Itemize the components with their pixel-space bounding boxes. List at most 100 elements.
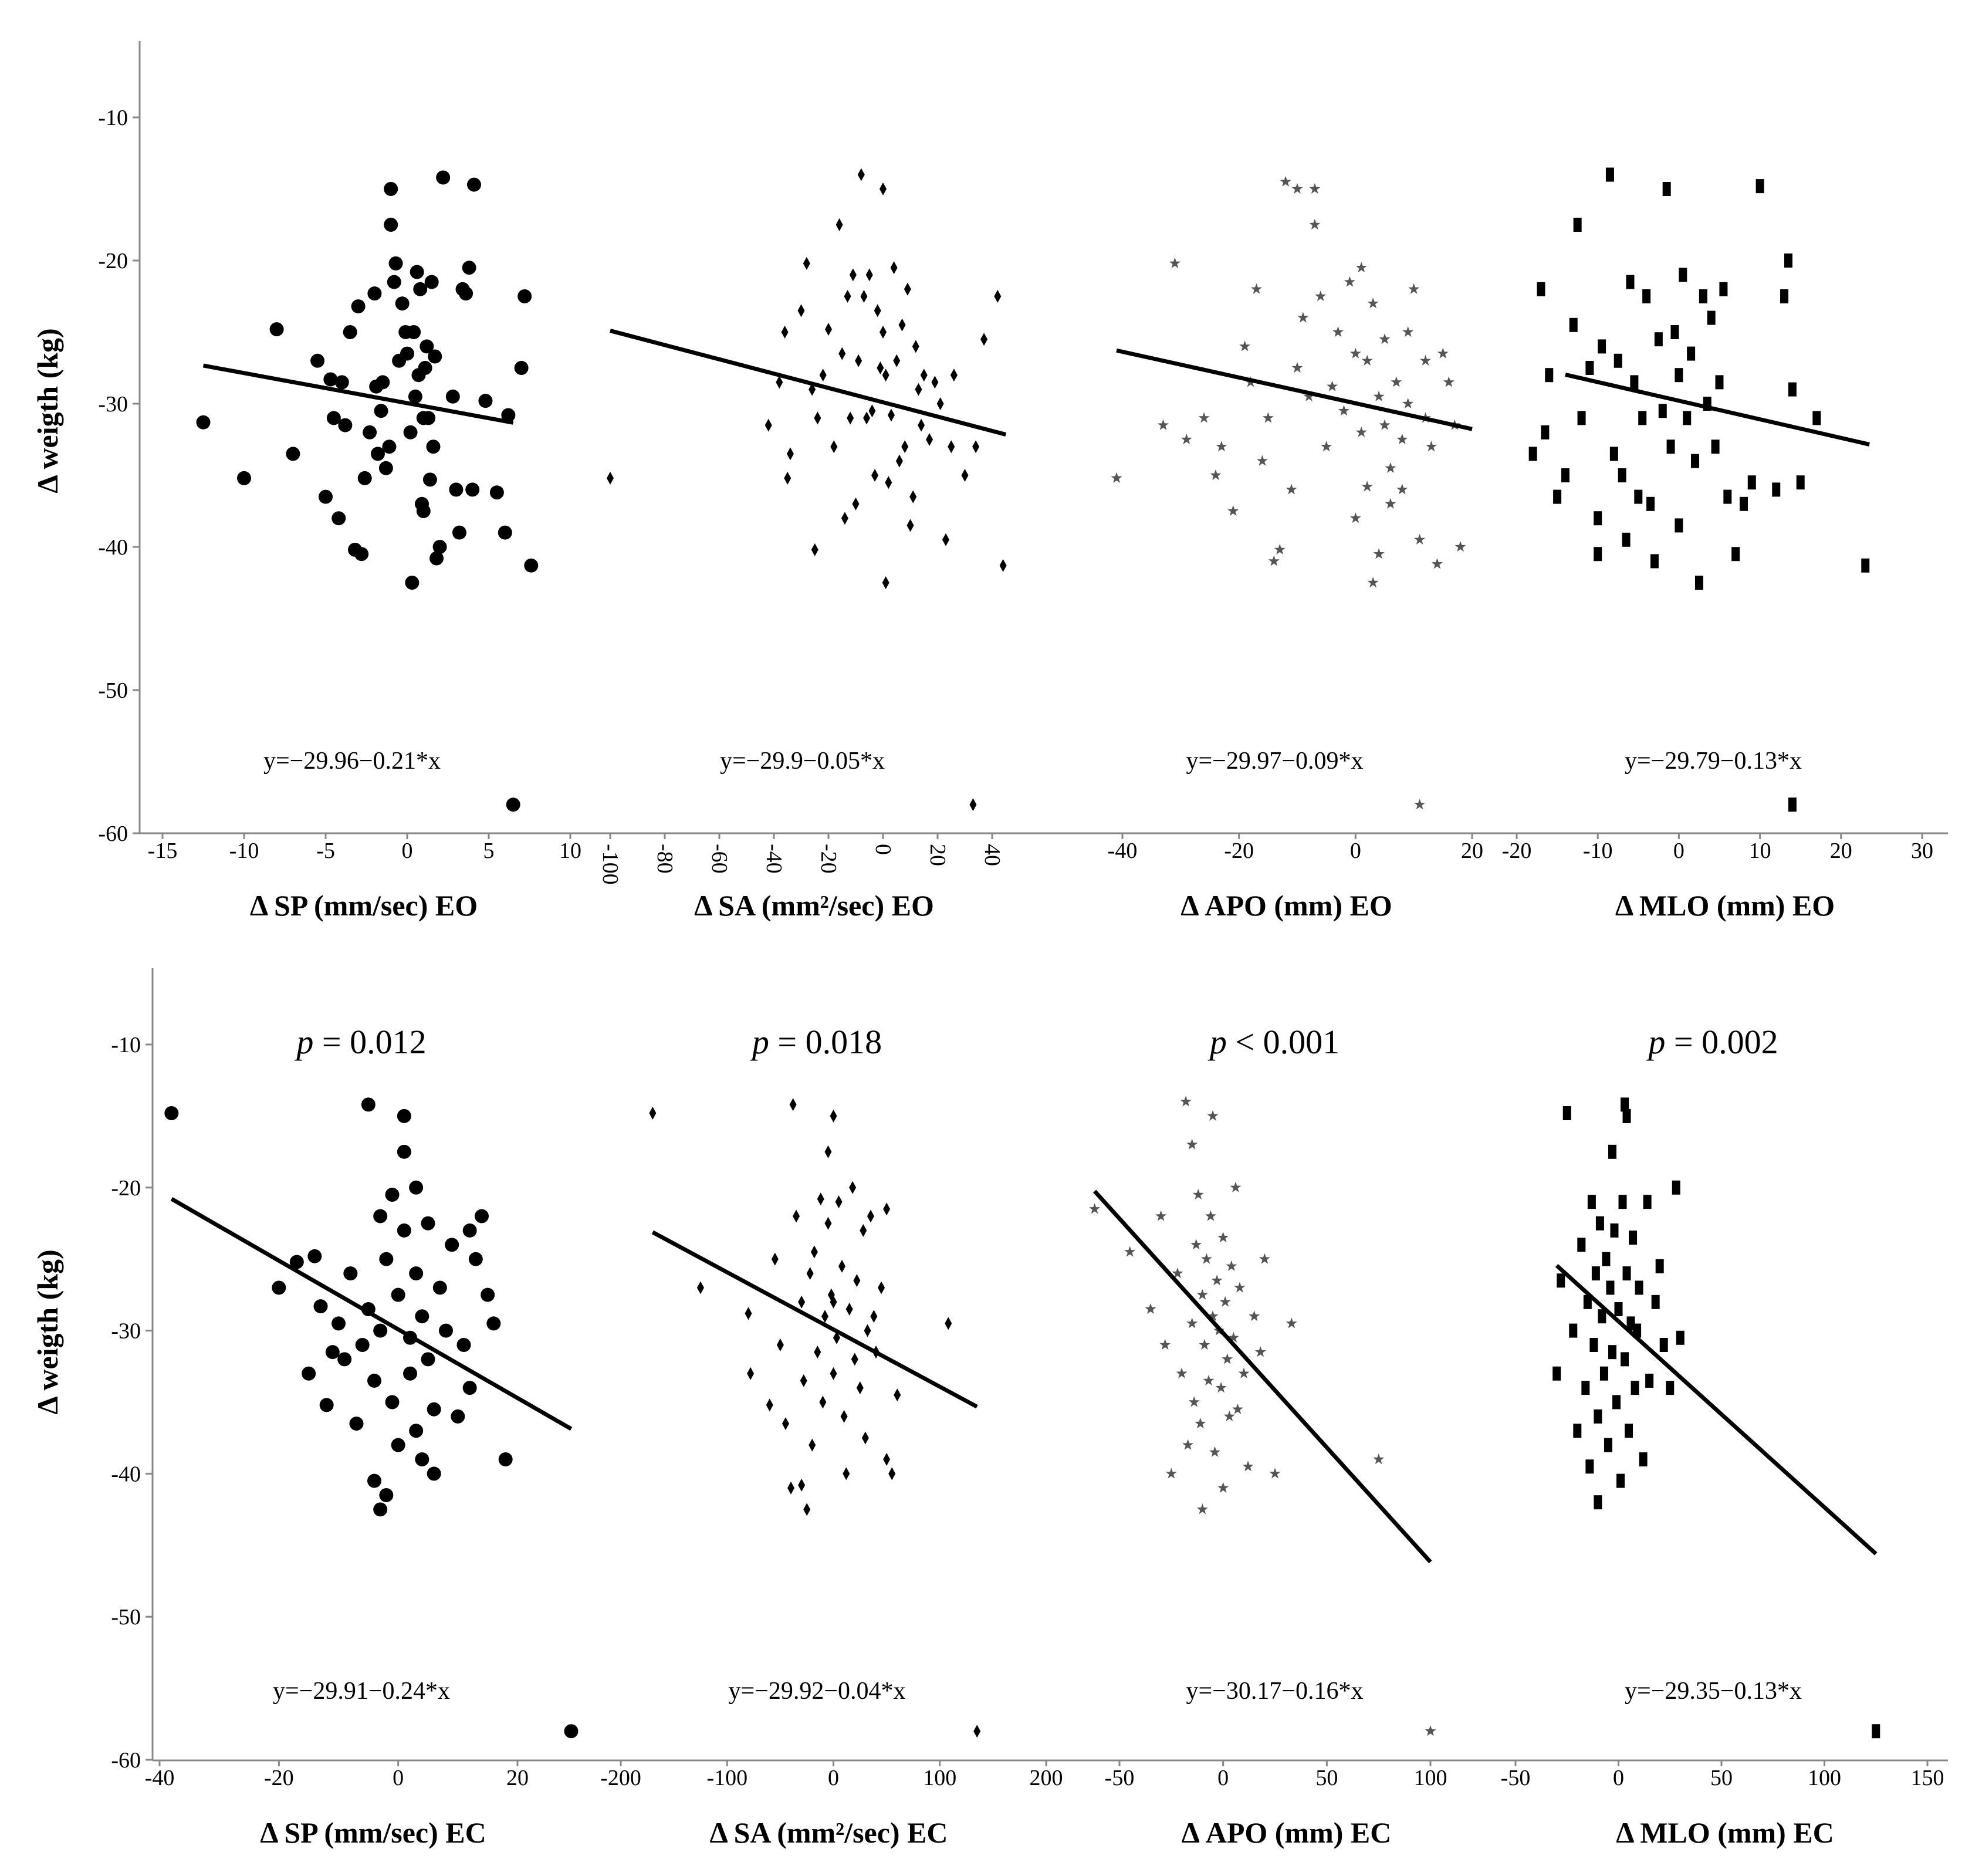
data-point: [1256, 455, 1268, 466]
data-point: [436, 170, 451, 185]
data-point: [1676, 1330, 1685, 1345]
data-point: [787, 1481, 794, 1495]
data-point: [798, 1478, 806, 1492]
data-point: [847, 411, 854, 425]
data-point: [1561, 468, 1570, 482]
data-point: [451, 1409, 465, 1424]
data-point: [1227, 505, 1239, 516]
data-point: [1666, 1381, 1675, 1395]
data-point: [421, 411, 436, 425]
data-point: [835, 1195, 843, 1209]
data-point: [1145, 1303, 1156, 1314]
data-point: [355, 1337, 370, 1352]
data-point: [830, 1109, 837, 1123]
data-point: [1349, 512, 1361, 523]
y-tick-label: -30: [111, 1319, 141, 1344]
data-point: [1349, 347, 1361, 359]
row-ec-y-ticks: -10 -20 -30 -40 -50 -60: [111, 1033, 153, 1773]
data-point: [845, 1303, 853, 1316]
data-point: [1210, 469, 1222, 481]
data-point: [1192, 1189, 1204, 1200]
data-point: [1190, 1239, 1202, 1250]
x-tick-label: 0: [402, 839, 413, 863]
data-point: [860, 1223, 867, 1237]
data-point: [936, 397, 944, 410]
data-point: [745, 1307, 752, 1320]
data-point: [1699, 289, 1707, 303]
data-point: [806, 1267, 814, 1280]
data-point: [894, 1388, 901, 1402]
data-point: [319, 489, 333, 504]
regression-equation: y=−29.91−0.24*x: [273, 1678, 450, 1705]
p-value: p < 0.001: [1207, 1023, 1340, 1061]
data-point: [882, 369, 889, 382]
data-point: [789, 1098, 797, 1111]
data-point: [1309, 183, 1321, 194]
data-point: [817, 1192, 824, 1206]
data-point: [800, 1374, 807, 1387]
data-point: [1583, 1294, 1592, 1309]
data-point: [1772, 482, 1781, 497]
data-point: [926, 433, 933, 446]
data-point: [1251, 283, 1262, 294]
data-point: [797, 304, 805, 317]
data-point: [1181, 434, 1192, 445]
x-tick-label: -20: [1224, 839, 1254, 863]
regression-equation: y=−29.35−0.13*x: [1625, 1678, 1802, 1705]
data-point: [888, 1467, 896, 1480]
data-point: [793, 1209, 800, 1223]
data-point: [871, 469, 879, 482]
data-point: [325, 1345, 340, 1360]
data-point: [1332, 326, 1344, 337]
data-point: [1327, 380, 1338, 391]
x-tick-label: -40: [1108, 839, 1138, 863]
data-point: [1309, 219, 1321, 230]
data-point: [948, 440, 955, 454]
data-point: [1634, 489, 1643, 504]
x-tick-label: 200: [1030, 1766, 1063, 1790]
regression-line: [170, 1197, 573, 1431]
data-point: [1731, 547, 1740, 562]
data-point: [1608, 1345, 1616, 1360]
data-point: [421, 1352, 435, 1367]
data-point: [1675, 368, 1683, 383]
data-point: [1188, 1396, 1200, 1407]
data-point: [337, 1352, 352, 1367]
data-point: [972, 440, 980, 454]
data-point: [1286, 1317, 1297, 1329]
data-point: [867, 1209, 874, 1223]
data-point: [319, 1398, 334, 1412]
data-point: [421, 1216, 435, 1231]
data-point: [1269, 1468, 1281, 1479]
data-point: [841, 512, 848, 525]
data-point: [373, 1323, 388, 1338]
data-point: [857, 168, 865, 181]
data-point: [1155, 1210, 1167, 1221]
data-point: [378, 461, 393, 475]
data-point: [1581, 1381, 1590, 1395]
data-point: [367, 286, 382, 301]
data-point: [164, 1106, 179, 1121]
data-point: [449, 482, 464, 497]
data-point: [1622, 1108, 1631, 1123]
data-point: [1591, 1266, 1600, 1281]
data-point: [1361, 354, 1373, 366]
x-tick-label: -60: [707, 844, 732, 874]
data-point: [478, 394, 493, 408]
data-point: [1262, 412, 1274, 423]
data-point: [379, 1252, 394, 1266]
data-point: [1344, 276, 1355, 287]
data-point: [999, 559, 1007, 572]
data-point: [1642, 289, 1651, 303]
data-point: [824, 1216, 832, 1230]
data-point: [1872, 1724, 1880, 1739]
data-point: [354, 547, 369, 562]
y-tick-label: -60: [111, 1748, 141, 1773]
data-point: [1643, 1195, 1652, 1209]
data-point: [1541, 425, 1550, 440]
data-point: [1638, 411, 1647, 425]
data-point: [781, 326, 789, 339]
data-point: [452, 525, 466, 540]
data-point: [1719, 282, 1728, 296]
data-point: [374, 404, 388, 418]
